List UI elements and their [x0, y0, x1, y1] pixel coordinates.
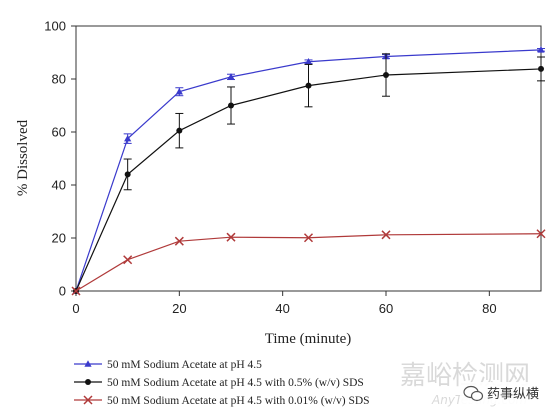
- legend-label: 50 mM Sodium Acetate at pH 4.5 with 0.5%…: [107, 377, 364, 389]
- data-point: [123, 255, 133, 265]
- series-3: [71, 229, 546, 296]
- legend-swatch-marker: [83, 395, 93, 405]
- data-point: [71, 286, 81, 296]
- data-point: [303, 233, 314, 243]
- watermark-badge-text: 药事纵横: [487, 387, 539, 402]
- data-point: [383, 72, 389, 79]
- legend: 50 mM Sodium Acetate at pH 4.5 50 mM Sodi…: [74, 359, 370, 407]
- series-2: [73, 53, 545, 294]
- legend-item-2: 50 mM Sodium Acetate at pH 4.5 with 0.5%…: [74, 377, 364, 389]
- y-tick-label: 100: [44, 19, 66, 34]
- data-point: [228, 102, 234, 109]
- data-point: [226, 232, 236, 242]
- x-tick-label: 20: [172, 301, 186, 316]
- data-point: [124, 134, 132, 142]
- y-tick-label: 80: [52, 72, 66, 87]
- legend-item-3: 50 mM Sodium Acetate at pH 4.5 with 0.01…: [74, 395, 370, 407]
- data-point: [304, 57, 313, 65]
- data-point: [175, 87, 183, 95]
- data-point: [305, 82, 312, 89]
- data-point: [174, 236, 184, 246]
- legend-swatch-marker: [84, 360, 92, 367]
- data-point: [176, 127, 183, 134]
- axis-ticks: 0 20 40 60 80 0 20 40 60 80 100: [44, 19, 496, 317]
- legend-item-1: 50 mM Sodium Acetate at pH 4.5: [74, 359, 262, 371]
- legend-swatch-marker: [85, 379, 91, 385]
- x-tick-label: 60: [379, 301, 393, 316]
- y-axis-title: % Dissolved: [15, 119, 31, 196]
- data-point: [538, 65, 544, 72]
- x-tick-label: 40: [275, 301, 289, 316]
- y-tick-label: 0: [59, 284, 66, 299]
- data-point: [227, 73, 235, 80]
- y-tick-label: 20: [52, 231, 66, 246]
- data-point: [124, 171, 131, 178]
- x-tick-label: 80: [482, 301, 496, 316]
- x-tick-label: 0: [72, 301, 79, 316]
- legend-label: 50 mM Sodium Acetate at pH 4.5 with 0.01…: [107, 395, 370, 407]
- wechat-icon: [463, 385, 484, 402]
- y-tick-label: 40: [52, 178, 66, 193]
- data-point: [536, 229, 546, 239]
- y-tick-label: 60: [52, 125, 66, 140]
- data-point: [537, 46, 545, 53]
- watermark-badge: 药事纵横: [460, 382, 554, 404]
- plot-area-frame: [75, 25, 542, 292]
- x-axis-title: Time (minute): [265, 331, 352, 347]
- data-point: [381, 230, 391, 240]
- legend-label: 50 mM Sodium Acetate at pH 4.5: [107, 359, 262, 371]
- series-layer: [71, 46, 546, 296]
